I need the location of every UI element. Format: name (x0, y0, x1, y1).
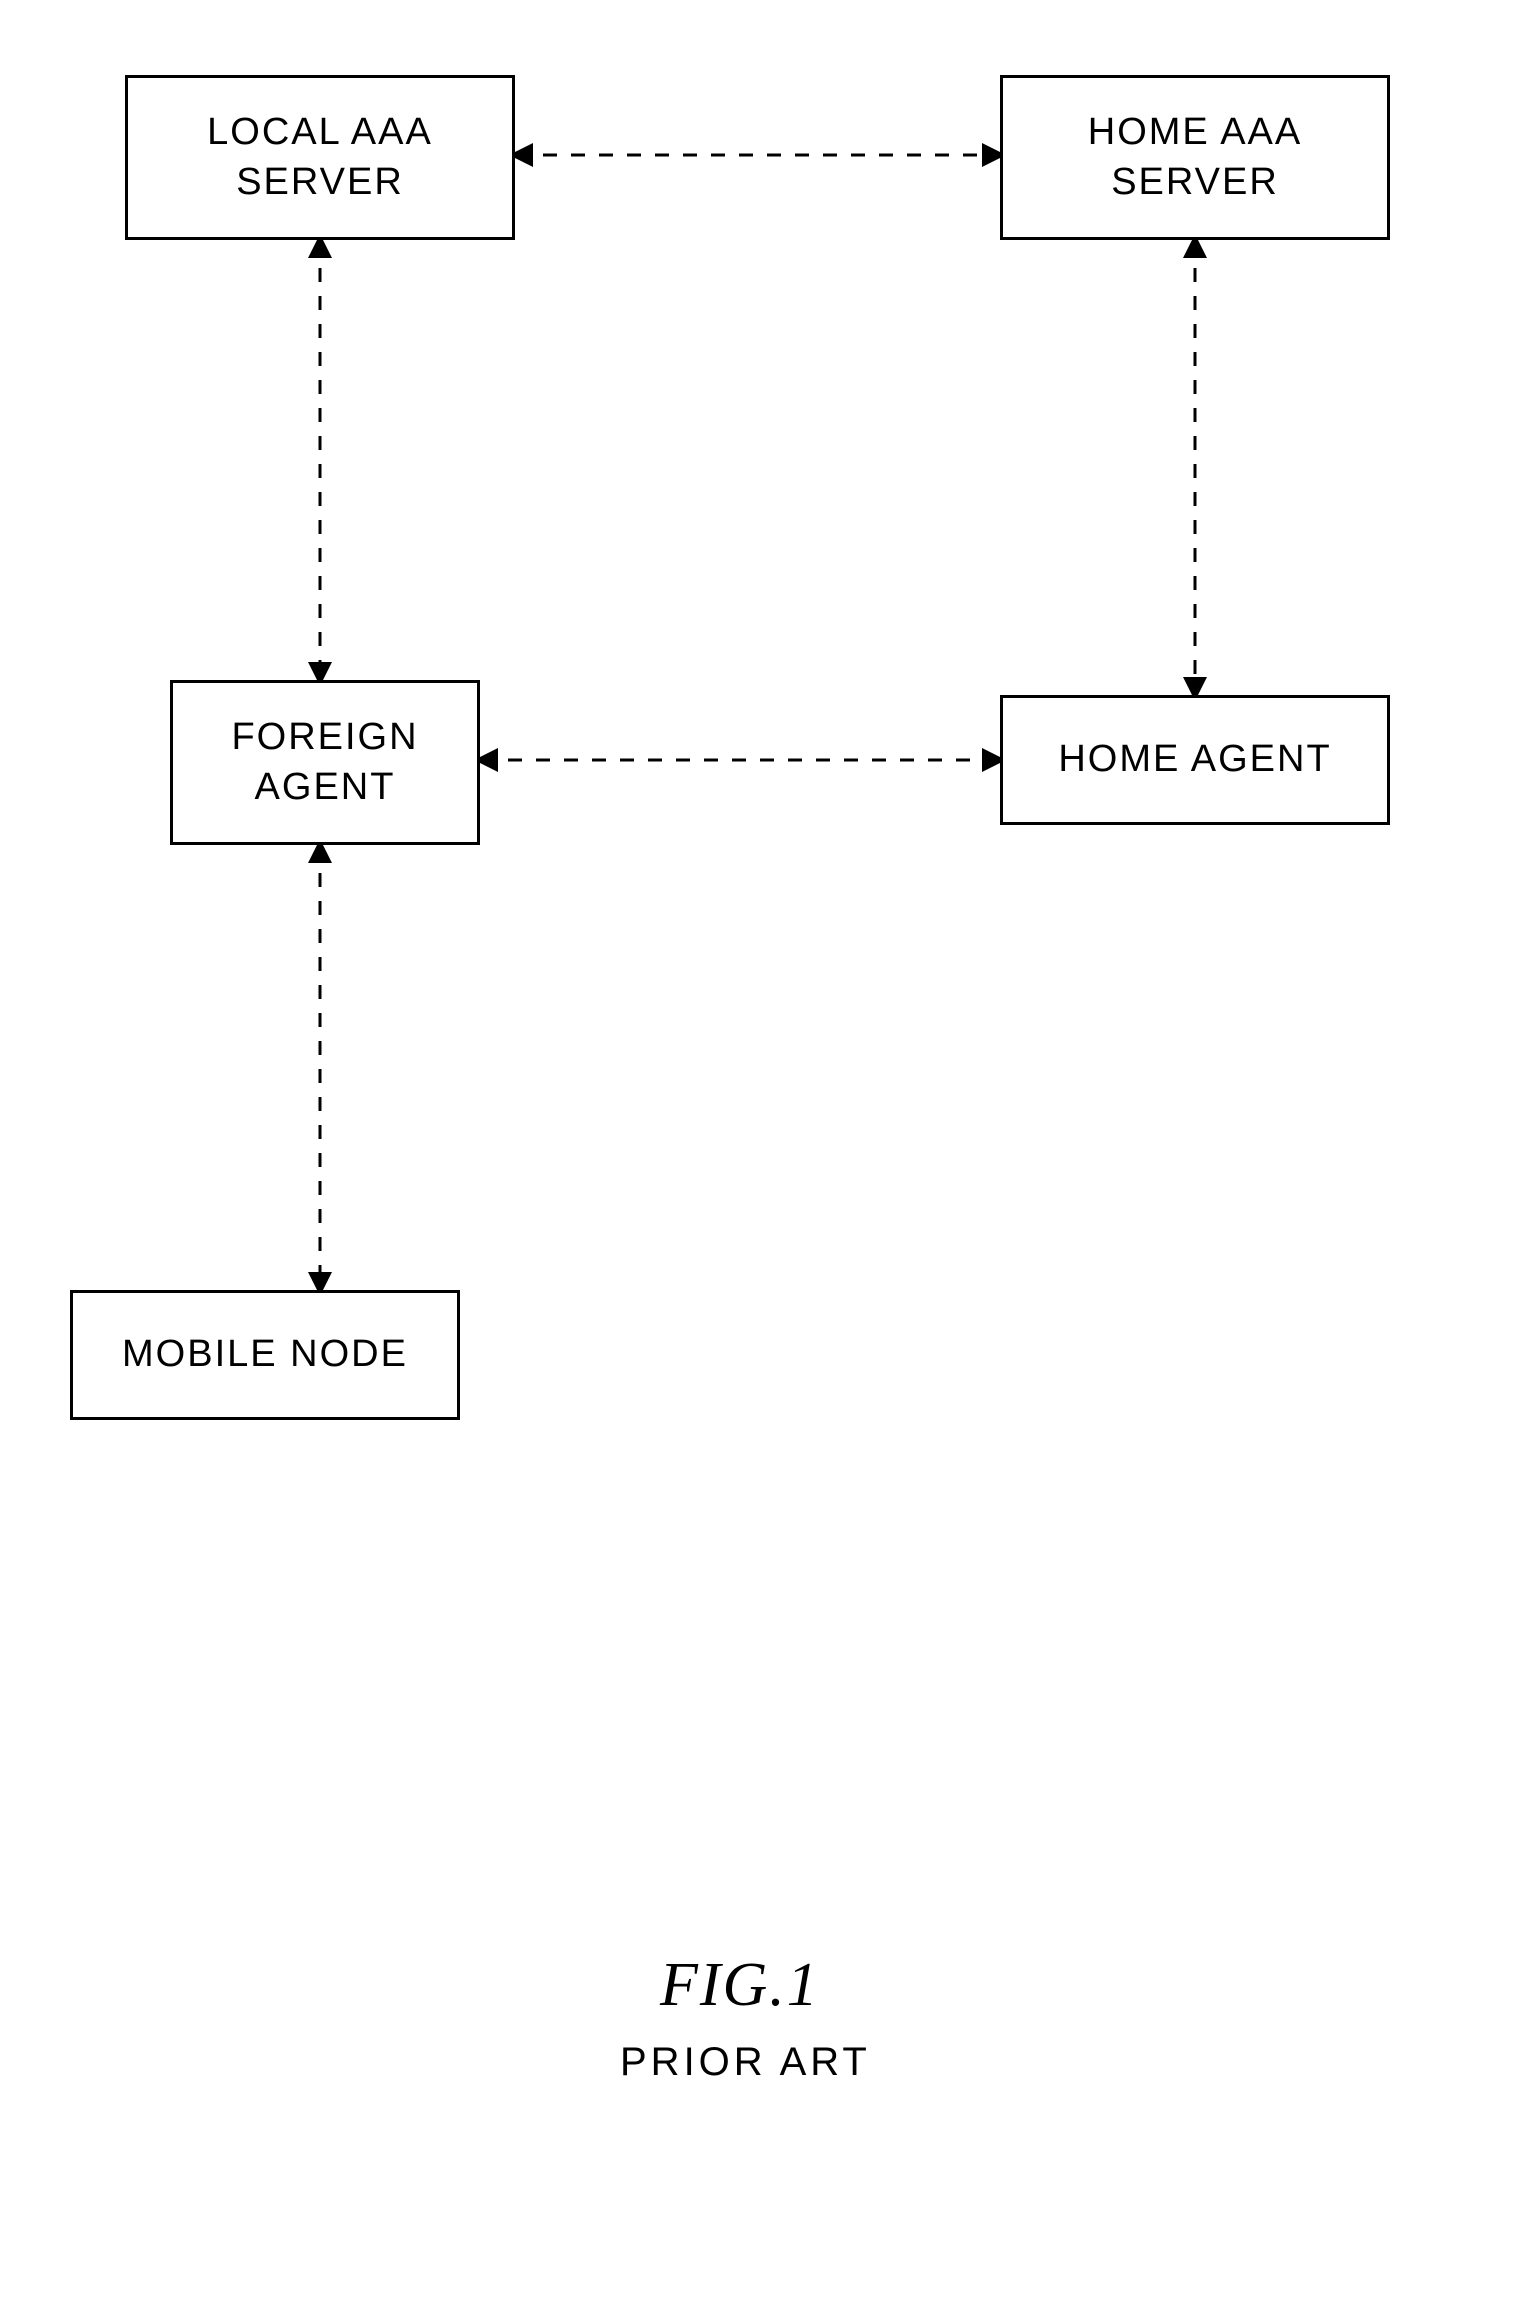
node-home-agent: HOME AGENT (1000, 695, 1390, 825)
figure-title: FIG.1 (660, 1950, 820, 2021)
figure-subtitle: PRIOR ART (620, 2040, 871, 2085)
diagram-container: LOCAL AAA SERVER HOME AAA SERVER FOREIGN… (0, 0, 1540, 2301)
node-mobile-node: MOBILE NODE (70, 1290, 460, 1420)
node-local-aaa-server: LOCAL AAA SERVER (125, 75, 515, 240)
node-label: MOBILE NODE (122, 1330, 408, 1379)
node-home-aaa-server: HOME AAA SERVER (1000, 75, 1390, 240)
node-foreign-agent: FOREIGN AGENT (170, 680, 480, 845)
node-label: LOCAL AAA SERVER (207, 108, 433, 207)
node-label: HOME AAA SERVER (1088, 108, 1303, 207)
node-label: FOREIGN AGENT (231, 713, 418, 812)
node-label: HOME AGENT (1058, 735, 1331, 784)
